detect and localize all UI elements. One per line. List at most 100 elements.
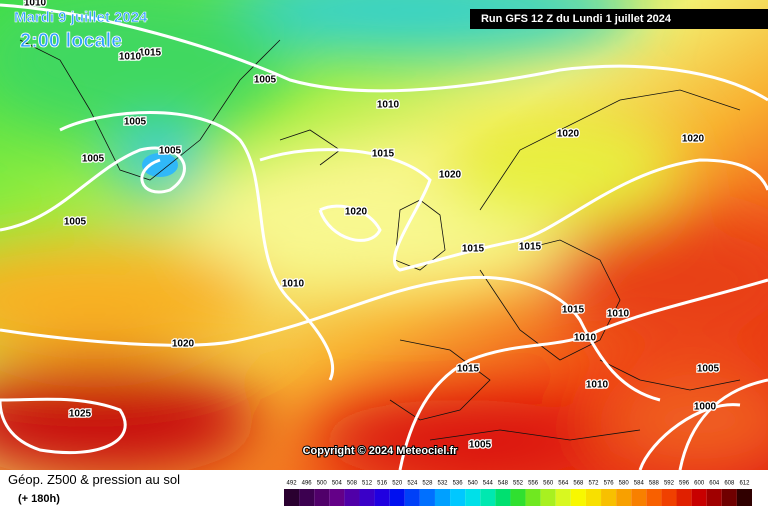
scale-label: 548: [498, 481, 509, 487]
scale-swatch: [676, 489, 692, 506]
isobar-label: 1010: [574, 333, 597, 344]
isobar-label: 1020: [345, 207, 368, 218]
forecast-date: Mardi 9 juillet 2024: [14, 9, 148, 26]
scale-label: 592: [664, 481, 675, 487]
isobar-label: 1020: [557, 129, 580, 140]
lead-time: (+ 180h): [18, 493, 60, 505]
scale-swatch: [495, 489, 511, 506]
scale-swatch: [646, 489, 662, 506]
isobar-label: 1010: [119, 52, 142, 63]
isobar-label: 1020: [172, 339, 195, 350]
scale-swatch: [721, 489, 737, 506]
scale-swatch: [736, 489, 752, 506]
scale-swatch: [419, 489, 435, 506]
isobar-label: 1000: [694, 402, 717, 413]
scale-label: 604: [709, 481, 720, 487]
scale-label: 556: [528, 481, 539, 487]
isobar-label: 1025: [69, 409, 92, 420]
run-info: Run GFS 12 Z du Lundi 1 juillet 2024: [481, 13, 672, 25]
scale-swatch: [404, 489, 420, 506]
isobar-label: 1005: [159, 146, 182, 157]
isobar-label: 1015: [139, 48, 162, 59]
scale-label: 516: [377, 481, 388, 487]
scale-swatch: [540, 489, 556, 506]
run-banner: [470, 9, 768, 29]
scale-swatch: [465, 489, 481, 506]
scale-label: 584: [634, 481, 645, 487]
scale-swatch: [389, 489, 405, 506]
isobar-label: 1020: [439, 170, 462, 181]
scale-label: 508: [347, 481, 358, 487]
scale-label: 552: [513, 481, 524, 487]
forecast-time: 2:00 locale: [20, 30, 122, 52]
isobar-label: 1015: [372, 149, 395, 160]
scale-label: 496: [302, 481, 313, 487]
scale-label: 520: [392, 481, 403, 487]
scale-swatch: [510, 489, 526, 506]
scale-swatch: [450, 489, 466, 506]
scale-label: 564: [558, 481, 569, 487]
scale-label: 608: [724, 481, 735, 487]
scale-swatch: [525, 489, 541, 506]
scale-label: 588: [649, 481, 660, 487]
scale-label: 492: [287, 481, 298, 487]
scale-label: 524: [407, 481, 418, 487]
coastlines: [19, 39, 741, 441]
scale-swatch: [284, 489, 300, 506]
scale-label: 500: [317, 481, 328, 487]
scale-label: 540: [468, 481, 479, 487]
scale-swatch: [329, 489, 345, 506]
scale-swatch: [585, 489, 602, 506]
scale-swatch: [706, 489, 722, 506]
scale-swatch: [631, 489, 647, 506]
isobars: [0, 3, 768, 471]
scale-label: 580: [619, 481, 630, 487]
isobar-label: 1015: [562, 305, 585, 316]
scale-swatch: [555, 489, 571, 506]
scale-label: 572: [588, 481, 599, 487]
scale-swatch: [661, 489, 677, 506]
scale-label: 528: [422, 481, 433, 487]
scale-swatch: [374, 489, 390, 506]
isobar-label: 1010: [282, 279, 305, 290]
isobar-label: 1005: [254, 75, 277, 86]
isobar-label: 1005: [64, 217, 87, 228]
isobar-label: 1015: [519, 242, 542, 253]
isobar-label: 1005: [82, 154, 105, 165]
isobar-label: 1015: [462, 244, 485, 255]
isobar-label: 1005: [124, 117, 147, 128]
background: [0, 0, 768, 480]
scale-swatch: [314, 489, 330, 506]
scale-label: 600: [694, 481, 705, 487]
isobar-label: 1010: [377, 100, 400, 111]
scale-label: 568: [573, 481, 584, 487]
isobar-label: 1005: [469, 440, 492, 451]
isobar-label: 1010: [607, 309, 630, 320]
footer-title: Géop. Z500 & pression au sol: [8, 472, 180, 487]
scale-label: 544: [483, 481, 494, 487]
isobar-label: 1005: [697, 364, 720, 375]
scale-label: 532: [438, 481, 449, 487]
scale-label: 504: [332, 481, 343, 487]
isobar-label: 1010: [586, 380, 609, 391]
scale-label: 560: [543, 481, 554, 487]
scale-label: 612: [739, 481, 750, 487]
scale-swatch: [299, 489, 315, 506]
scale-label: 536: [453, 481, 464, 487]
scale-swatch: [691, 489, 707, 506]
isobar-label: 1015: [457, 364, 480, 375]
scale-swatch: [601, 489, 617, 506]
scale-label: 512: [362, 481, 373, 487]
copyright: Copyright © 2024 Meteociel.fr: [303, 445, 459, 457]
scale-swatch: [570, 489, 586, 506]
scale-swatch: [480, 489, 496, 506]
scale-label: 576: [604, 481, 615, 487]
scale-swatch: [344, 489, 360, 506]
isobar-label: 1020: [682, 134, 705, 145]
scale-swatch: [434, 489, 451, 506]
scale-swatch: [359, 489, 375, 506]
scale-label: 596: [679, 481, 690, 487]
isobar-label: 1010: [24, 0, 47, 9]
scale-swatch: [616, 489, 632, 506]
